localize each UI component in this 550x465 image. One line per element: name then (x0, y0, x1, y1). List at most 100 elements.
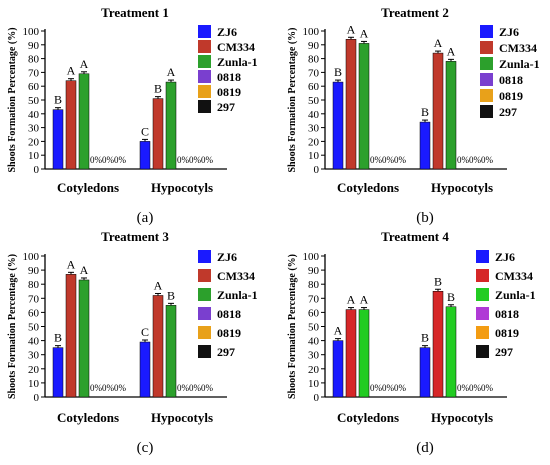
panel-3: Treatment 3 Shoots Formation Percentage (… (7, 229, 258, 456)
legend-entry: 0818 (217, 307, 241, 321)
significance-label: C (141, 124, 149, 138)
bar-Zunla-1-Cotyledons (358, 309, 370, 398)
bar-ZJ6-Hypocotyls (419, 347, 431, 398)
y-tick-label: 70 (308, 67, 320, 79)
bar-Zunla-1-Cotyledons (358, 43, 370, 170)
legend-entry: ZJ6 (217, 250, 237, 264)
category-label: Hypocotyls (151, 410, 213, 425)
significance-label: B (421, 331, 429, 345)
zero-value-label: 0% (382, 383, 395, 393)
y-tick-label: 80 (28, 54, 40, 66)
significance-label: A (167, 65, 176, 79)
y-tick-label: 90 (308, 40, 320, 52)
significance-label: A (360, 26, 369, 40)
y-axis-label: Shoots Formation Percentage (%) (287, 27, 298, 172)
significance-label: C (141, 325, 149, 339)
legend-entry: 0818 (499, 73, 523, 87)
bar-Zunla-1-Cotyledons (78, 73, 90, 170)
y-tick-label: 100 (23, 251, 40, 263)
legend-swatch (198, 85, 211, 98)
category-label: Cotyledons (337, 410, 399, 425)
zero-value-label: 0% (201, 383, 214, 393)
legend-entry: 297 (495, 345, 513, 359)
y-tick-label: 50 (28, 95, 40, 107)
significance-label: B (447, 290, 455, 304)
y-tick-label: 60 (308, 81, 320, 93)
y-tick-label: 80 (308, 54, 320, 66)
legend-swatch (480, 105, 493, 118)
zero-value-label: 0% (457, 383, 470, 393)
y-tick-label: 0 (314, 164, 320, 176)
legend-swatch (198, 55, 211, 68)
y-tick-label: 40 (308, 336, 320, 348)
legend-swatch (198, 250, 211, 263)
y-tick-label: 50 (28, 322, 40, 334)
significance-label: A (80, 57, 89, 71)
y-tick-label: 30 (308, 123, 320, 135)
zero-value-label: 0% (90, 155, 103, 165)
zero-value-label: 0% (102, 383, 115, 393)
significance-label: A (434, 36, 443, 50)
bar-CM334-Hypocotyls (152, 98, 164, 170)
y-axis-label: Shoots Formation Percentage (%) (7, 254, 18, 399)
bar-CM334-Cotyledons (65, 80, 77, 170)
y-tick-label: 40 (28, 336, 40, 348)
zero-value-label: 0% (382, 155, 395, 165)
bar-ZJ6-Cotyledons (332, 340, 344, 398)
legend-entry: CM334 (499, 41, 537, 55)
y-tick-label: 60 (308, 307, 320, 319)
zero-value-label: 0% (189, 155, 202, 165)
chart-title: Treatment 4 (381, 229, 449, 244)
significance-label: A (67, 257, 76, 271)
legend-entry: CM334 (217, 40, 255, 54)
bar-ZJ6-Hypocotyls (419, 121, 431, 170)
significance-label: A (347, 293, 356, 307)
bar-Zunla-1-Hypocotyls (445, 61, 457, 170)
bar-Zunla-1-Cotyledons (78, 279, 90, 398)
zero-value-label: 0% (102, 155, 115, 165)
legend-swatch (476, 326, 489, 339)
legend-swatch (476, 269, 489, 282)
legend-swatch (480, 57, 493, 70)
category-label: Cotyledons (57, 410, 119, 425)
y-tick-label: 70 (308, 293, 320, 305)
y-tick-label: 0 (34, 164, 40, 176)
legend-entry: ZJ6 (499, 25, 519, 39)
y-tick-label: 90 (28, 265, 40, 277)
panel-2: Treatment 2 Shoots Formation Percentage (… (287, 5, 540, 226)
y-tick-label: 10 (28, 378, 40, 390)
panel-label: (b) (416, 210, 434, 226)
legend-entry: ZJ6 (217, 25, 237, 39)
legend-entry: 0818 (495, 307, 519, 321)
legend-swatch (198, 100, 211, 113)
legend-swatch (198, 25, 211, 38)
significance-label: A (334, 324, 343, 338)
significance-label: A (80, 263, 89, 277)
bar-ZJ6-Cotyledons (52, 347, 64, 398)
y-tick-label: 60 (28, 81, 40, 93)
y-tick-label: 80 (308, 279, 320, 291)
significance-label: A (67, 64, 76, 78)
y-tick-label: 10 (308, 150, 320, 162)
legend-swatch (476, 307, 489, 320)
significance-label: B (154, 82, 162, 96)
y-tick-label: 20 (308, 364, 320, 376)
y-tick-label: 20 (28, 364, 40, 376)
zero-value-label: 0% (114, 383, 127, 393)
y-tick-label: 30 (308, 350, 320, 362)
legend-entry: Zunla-1 (217, 55, 258, 69)
zero-value-label: 0% (481, 155, 494, 165)
zero-value-label: 0% (201, 155, 214, 165)
y-axis-label: Shoots Formation Percentage (%) (287, 254, 298, 399)
significance-label: B (167, 288, 175, 302)
significance-label: A (154, 278, 163, 292)
y-tick-label: 10 (28, 150, 40, 162)
y-tick-label: 10 (308, 378, 320, 390)
legend-swatch (198, 70, 211, 83)
y-tick-label: 60 (28, 307, 40, 319)
y-tick-label: 90 (28, 40, 40, 52)
significance-label: B (421, 105, 429, 119)
legend-swatch (476, 288, 489, 301)
legend-swatch (198, 345, 211, 358)
legend-swatch (198, 269, 211, 282)
